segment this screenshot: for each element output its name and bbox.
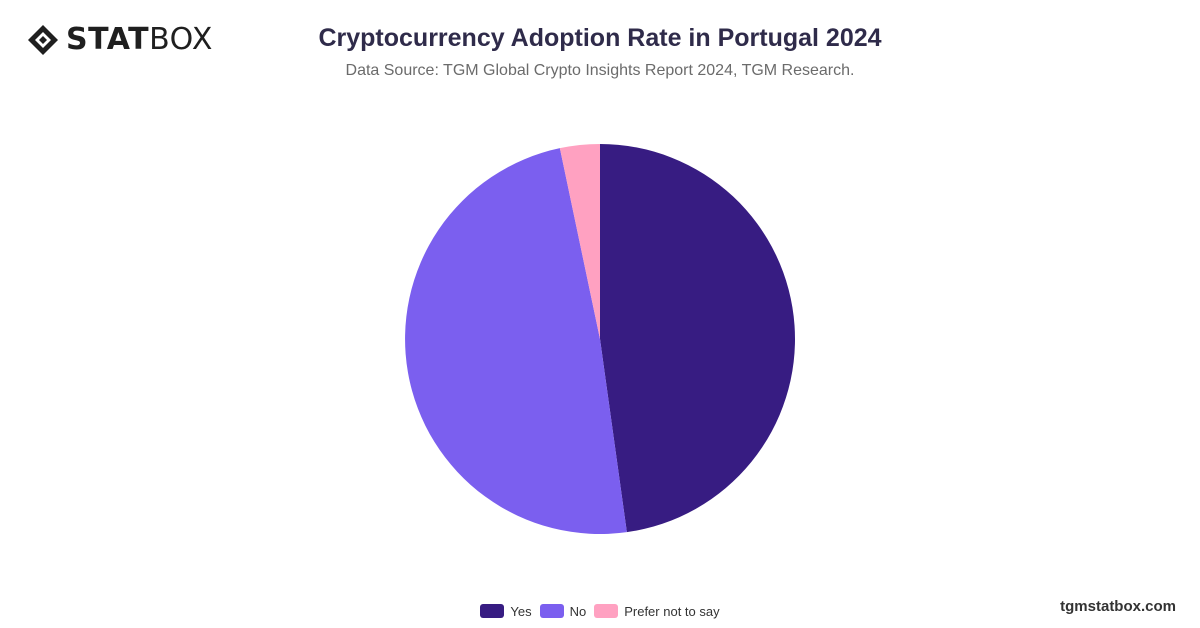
- pie-slice-no[interactable]: [405, 148, 627, 534]
- logo-text-light: BOX: [149, 22, 213, 57]
- legend-swatch: [539, 604, 564, 618]
- pie-slice-yes[interactable]: [600, 144, 796, 533]
- legend-label: Yes: [510, 603, 532, 619]
- legend-item-prefer-not-to-say[interactable]: Prefer not to say: [594, 603, 720, 619]
- legend-label: No: [569, 603, 587, 619]
- legend-item-no[interactable]: No: [539, 603, 587, 619]
- chart-title: Cryptocurrency Adoption Rate in Portugal…: [318, 24, 882, 52]
- pie-slice-prefer-not-to-say[interactable]: [559, 144, 600, 339]
- source-watermark: tgmstatbox.com: [1060, 598, 1176, 615]
- legend-label: Prefer not to say: [624, 603, 720, 619]
- statbox-diamond-icon: [28, 25, 58, 55]
- chart-subtitle: Data Source: TGM Global Crypto Insights …: [345, 62, 855, 79]
- legend-swatch: [480, 604, 505, 618]
- logo-text-bold: STAT: [66, 22, 150, 57]
- statbox-logo: STATBOX: [26, 22, 213, 58]
- statbox-wordmark: STATBOX: [66, 22, 213, 58]
- legend-item-yes[interactable]: Yes: [480, 603, 532, 619]
- chart-legend: Yes No Prefer not to say: [0, 602, 1200, 620]
- legend-swatch: [594, 604, 619, 618]
